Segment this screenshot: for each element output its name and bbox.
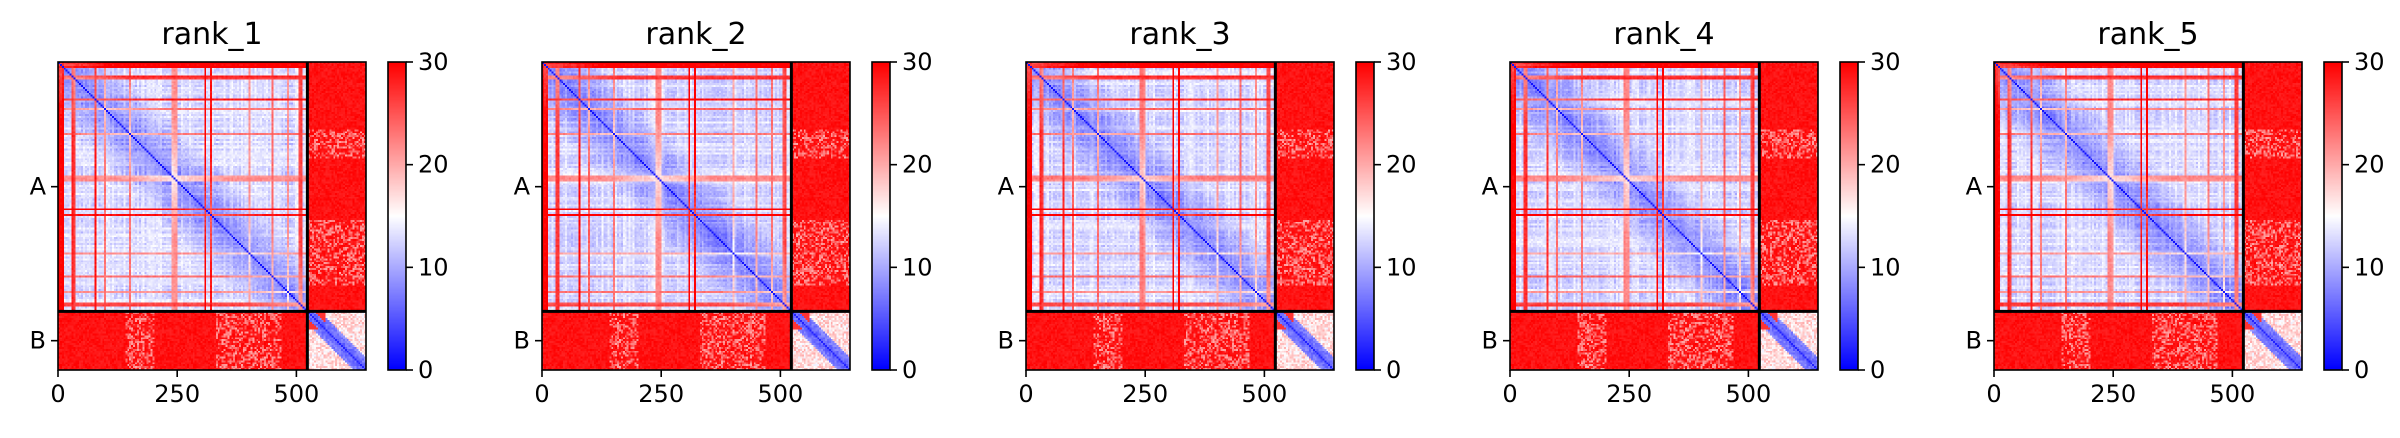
colorbar-tick-label: 10 [2354, 253, 2385, 281]
colorbar-tick-label: 30 [418, 48, 449, 76]
heatmap-frame [1993, 61, 2303, 371]
colorbar-tick-label: 20 [2354, 151, 2385, 179]
pae-heatmap [58, 62, 366, 370]
chain-label: B [998, 327, 1014, 355]
colorbar-tick-label: 0 [1386, 356, 1401, 384]
panel-title: rank_5 [2097, 17, 2198, 52]
panel-title: rank_3 [1129, 17, 1230, 52]
colorbar-tick-label: 30 [1870, 48, 1901, 76]
colorbar-tick-label: 10 [902, 253, 933, 281]
x-tick-label: 0 [1986, 380, 2001, 408]
colorbar-tick-label: 20 [1386, 151, 1417, 179]
colorbar-tick-label: 0 [1870, 356, 1885, 384]
chain-label: A [998, 173, 1015, 201]
colorbar-frame [387, 61, 407, 371]
x-tick-label: 250 [154, 380, 200, 408]
x-tick-label: 500 [757, 380, 803, 408]
colorbar-tick-label: 0 [418, 356, 433, 384]
colorbar-tick-label: 30 [902, 48, 933, 76]
heatmap-frame [57, 61, 367, 371]
colorbar-tick-label: 10 [1870, 253, 1901, 281]
chain-label: A [1482, 173, 1499, 201]
x-tick-label: 0 [534, 380, 549, 408]
colorbar [1840, 62, 1858, 370]
chain-label: B [1482, 327, 1498, 355]
pae-heatmap [1510, 62, 1818, 370]
colorbar-frame [1839, 61, 1859, 371]
colorbar-tick-label: 10 [1386, 253, 1417, 281]
colorbar-tick-label: 20 [1870, 151, 1901, 179]
colorbar-frame [2323, 61, 2343, 371]
chain-label: A [30, 173, 47, 201]
x-tick-label: 500 [273, 380, 319, 408]
heatmap-frame [541, 61, 851, 371]
colorbar-tick-label: 10 [418, 253, 449, 281]
pae-heatmap [542, 62, 850, 370]
x-tick-label: 250 [2090, 380, 2136, 408]
x-tick-label: 0 [1018, 380, 1033, 408]
pae-heatmap [1994, 62, 2302, 370]
colorbar [388, 62, 406, 370]
chain-label: A [514, 173, 531, 201]
colorbar-frame [871, 61, 891, 371]
colorbar-tick-label: 0 [902, 356, 917, 384]
x-tick-label: 0 [50, 380, 65, 408]
x-tick-label: 0 [1502, 380, 1517, 408]
panel-title: rank_1 [161, 17, 262, 52]
heatmap-frame [1509, 61, 1819, 371]
heatmap-frame [1025, 61, 1335, 371]
colorbar-tick-label: 0 [2354, 356, 2369, 384]
chain-label: A [1966, 173, 1983, 201]
chain-label: B [1966, 327, 1982, 355]
chain-label: B [514, 327, 530, 355]
x-tick-label: 250 [638, 380, 684, 408]
panel-title: rank_2 [645, 17, 746, 52]
colorbar [1356, 62, 1374, 370]
colorbar-tick-label: 30 [2354, 48, 2385, 76]
pae-heatmap [1026, 62, 1334, 370]
chain-label: B [30, 327, 46, 355]
x-tick-label: 250 [1122, 380, 1168, 408]
colorbar [872, 62, 890, 370]
colorbar [2324, 62, 2342, 370]
x-tick-label: 250 [1606, 380, 1652, 408]
panel-title: rank_4 [1613, 17, 1714, 52]
colorbar-tick-label: 20 [418, 151, 449, 179]
colorbar-tick-label: 30 [1386, 48, 1417, 76]
colorbar-tick-label: 20 [902, 151, 933, 179]
x-tick-label: 500 [1241, 380, 1287, 408]
x-tick-label: 500 [1725, 380, 1771, 408]
x-tick-label: 500 [2209, 380, 2255, 408]
colorbar-frame [1355, 61, 1375, 371]
